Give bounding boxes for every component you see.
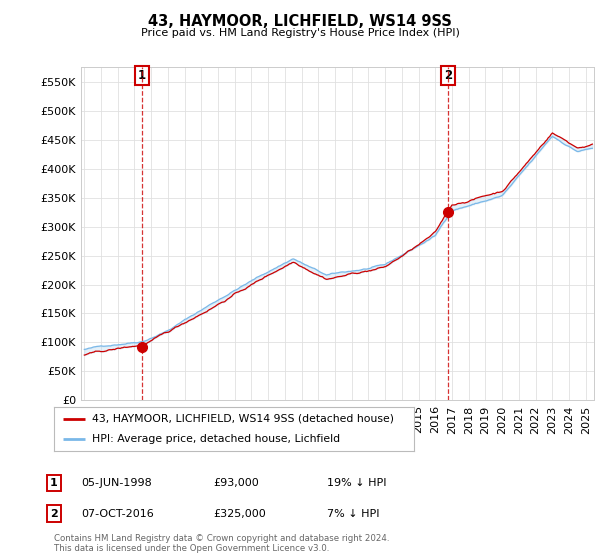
Text: 43, HAYMOOR, LICHFIELD, WS14 9SS (detached house): 43, HAYMOOR, LICHFIELD, WS14 9SS (detach… <box>92 414 394 424</box>
Text: 07-OCT-2016: 07-OCT-2016 <box>81 508 154 519</box>
Text: 05-JUN-1998: 05-JUN-1998 <box>81 478 152 488</box>
Text: HPI: Average price, detached house, Lichfield: HPI: Average price, detached house, Lich… <box>92 434 340 444</box>
Text: 1: 1 <box>137 69 146 82</box>
Text: 2: 2 <box>50 508 58 519</box>
Text: 43, HAYMOOR, LICHFIELD, WS14 9SS: 43, HAYMOOR, LICHFIELD, WS14 9SS <box>148 14 452 29</box>
Text: £325,000: £325,000 <box>213 508 266 519</box>
Text: 1: 1 <box>50 478 58 488</box>
Text: 7% ↓ HPI: 7% ↓ HPI <box>327 508 380 519</box>
Text: Contains HM Land Registry data © Crown copyright and database right 2024.
This d: Contains HM Land Registry data © Crown c… <box>54 534 389 553</box>
Text: 2: 2 <box>444 69 452 82</box>
Text: 19% ↓ HPI: 19% ↓ HPI <box>327 478 386 488</box>
Text: £93,000: £93,000 <box>213 478 259 488</box>
Text: Price paid vs. HM Land Registry's House Price Index (HPI): Price paid vs. HM Land Registry's House … <box>140 28 460 38</box>
